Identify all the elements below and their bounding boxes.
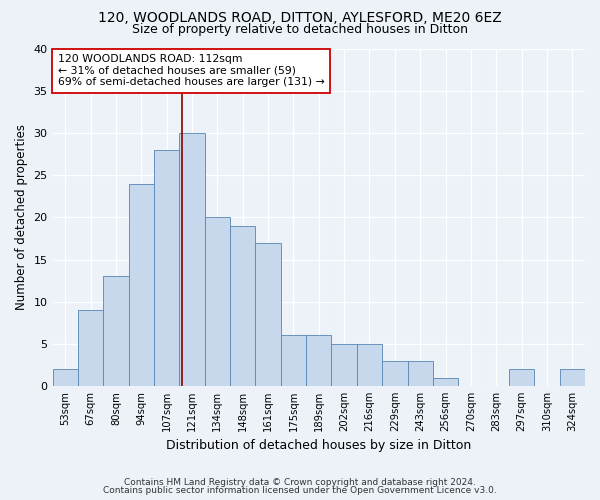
- Y-axis label: Number of detached properties: Number of detached properties: [15, 124, 28, 310]
- Bar: [407, 360, 433, 386]
- Bar: [331, 344, 357, 386]
- Bar: [382, 360, 407, 386]
- Bar: [78, 310, 103, 386]
- Bar: [256, 242, 281, 386]
- Text: Size of property relative to detached houses in Ditton: Size of property relative to detached ho…: [132, 22, 468, 36]
- Bar: [560, 369, 585, 386]
- Text: 120 WOODLANDS ROAD: 112sqm
← 31% of detached houses are smaller (59)
69% of semi: 120 WOODLANDS ROAD: 112sqm ← 31% of deta…: [58, 54, 325, 88]
- Bar: [179, 133, 205, 386]
- Bar: [433, 378, 458, 386]
- Bar: [154, 150, 179, 386]
- Bar: [103, 276, 128, 386]
- Bar: [128, 184, 154, 386]
- Bar: [509, 369, 534, 386]
- X-axis label: Distribution of detached houses by size in Ditton: Distribution of detached houses by size …: [166, 440, 472, 452]
- Bar: [205, 218, 230, 386]
- Text: 120, WOODLANDS ROAD, DITTON, AYLESFORD, ME20 6EZ: 120, WOODLANDS ROAD, DITTON, AYLESFORD, …: [98, 11, 502, 25]
- Text: Contains HM Land Registry data © Crown copyright and database right 2024.: Contains HM Land Registry data © Crown c…: [124, 478, 476, 487]
- Bar: [281, 336, 306, 386]
- Bar: [306, 336, 331, 386]
- Bar: [357, 344, 382, 386]
- Text: Contains public sector information licensed under the Open Government Licence v3: Contains public sector information licen…: [103, 486, 497, 495]
- Bar: [230, 226, 256, 386]
- Bar: [53, 369, 78, 386]
